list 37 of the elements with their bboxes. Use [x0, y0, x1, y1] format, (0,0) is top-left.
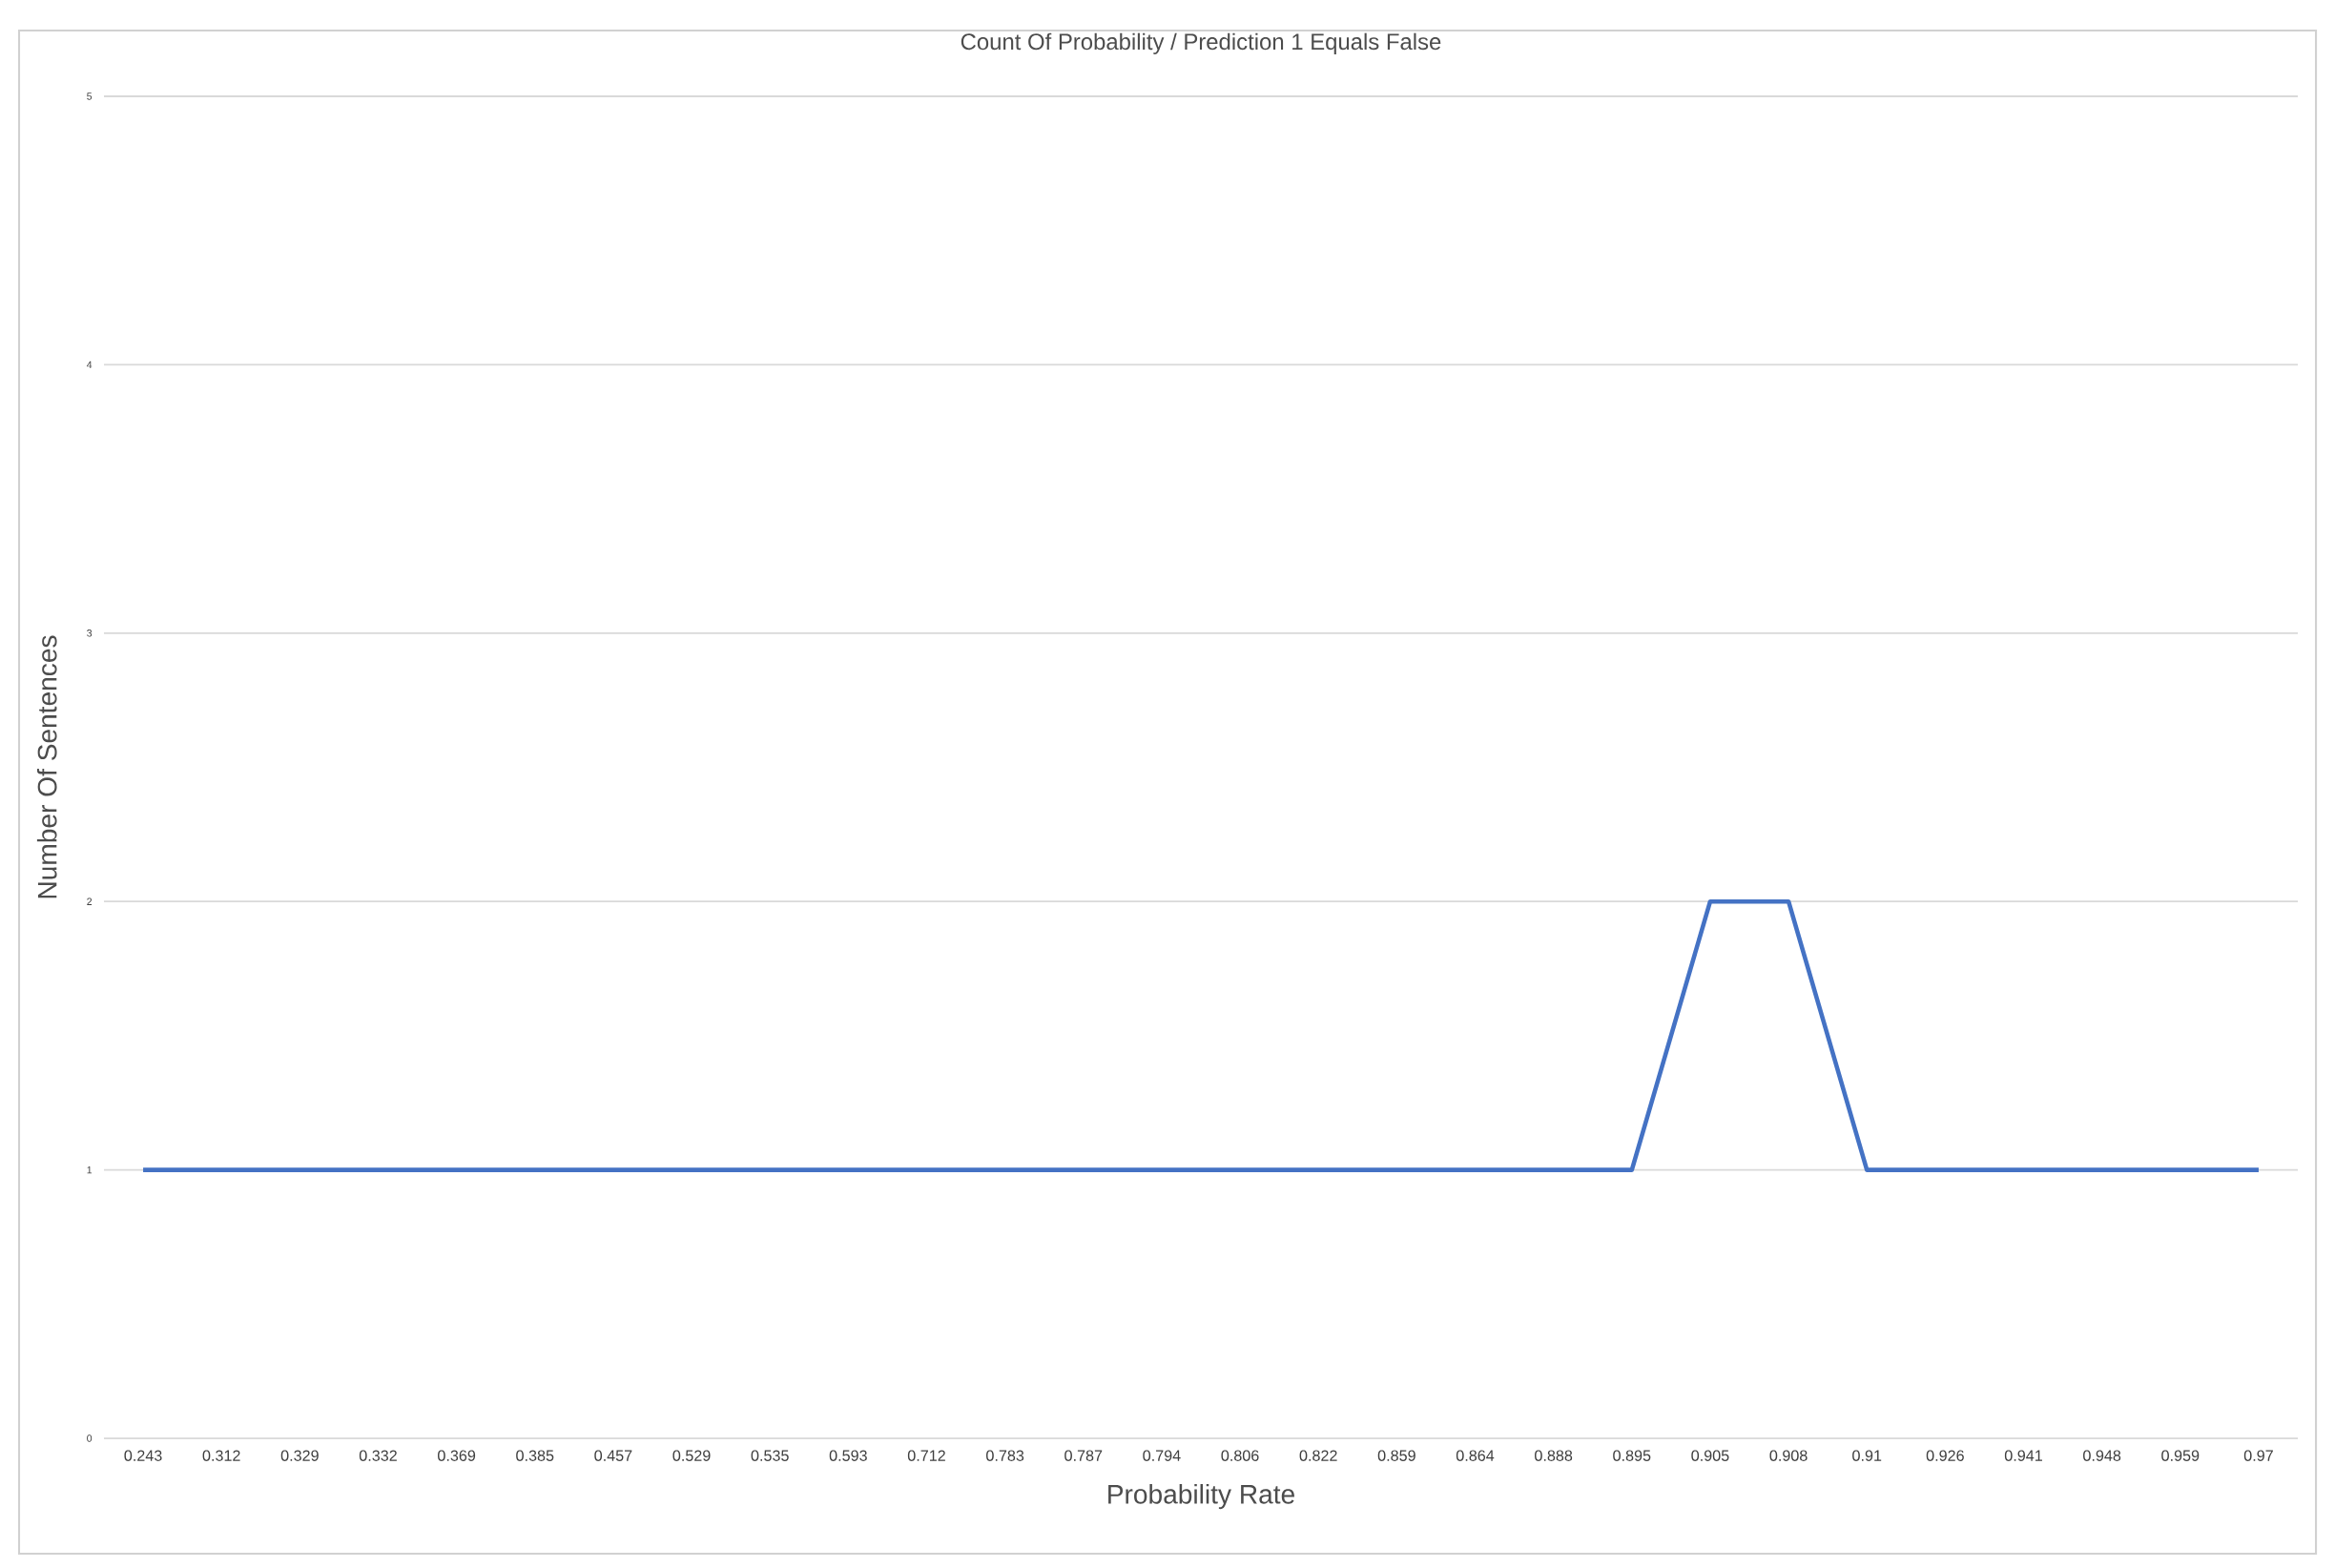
x-tick-label: 0.905: [1691, 1450, 1729, 1461]
y-tick-label: 3: [87, 629, 93, 637]
x-tick-label: 0.787: [1064, 1450, 1103, 1461]
y-tick-label: 0: [87, 1434, 93, 1442]
x-tick-label: 0.794: [1143, 1450, 1181, 1461]
x-axis-title: Probability Rate: [1108, 1483, 1294, 1510]
x-tick-label: 0.888: [1535, 1450, 1573, 1461]
x-tick-label: 0.385: [516, 1450, 554, 1461]
x-tick-label: 0.783: [986, 1450, 1024, 1461]
y-tick-label: 1: [87, 1166, 93, 1174]
x-tick-label: 0.806: [1221, 1450, 1259, 1461]
y-tick-label: 5: [87, 93, 93, 100]
x-tick-label: 0.593: [829, 1450, 867, 1461]
x-tick-label: 0.369: [438, 1450, 476, 1461]
x-tick-label: 0.895: [1613, 1450, 1651, 1461]
chart-title: Count Of Probability / Prediction 1 Equals False: [961, 32, 1441, 54]
x-tick-label: 0.97: [2243, 1450, 2273, 1461]
x-tick-label: 0.908: [1769, 1450, 1808, 1461]
x-tick-label: 0.329: [280, 1450, 319, 1461]
y-tick-label: 4: [86, 361, 93, 369]
y-axis-title: Number Of Sentences: [36, 635, 57, 898]
x-tick-label: 0.926: [1926, 1450, 1964, 1461]
x-tick-label: 0.243: [124, 1450, 162, 1461]
x-tick-label: 0.822: [1299, 1450, 1337, 1461]
x-tick-label: 0.948: [2083, 1450, 2121, 1461]
x-tick-label: 0.864: [1456, 1450, 1495, 1461]
x-tick-label: 0.712: [907, 1450, 945, 1461]
x-tick-label: 0.91: [1852, 1450, 1882, 1461]
x-tick-label: 0.332: [359, 1450, 397, 1461]
x-tick-label: 0.859: [1377, 1450, 1415, 1461]
x-tick-label: 0.312: [202, 1450, 240, 1461]
x-tick-label: 0.529: [672, 1450, 711, 1461]
y-tick-label: 2: [87, 897, 93, 905]
x-tick-label: 0.941: [2004, 1450, 2042, 1461]
x-tick-label: 0.457: [594, 1450, 632, 1461]
x-tick-label: 0.535: [751, 1450, 789, 1461]
x-tick-label: 0.959: [2161, 1450, 2200, 1461]
